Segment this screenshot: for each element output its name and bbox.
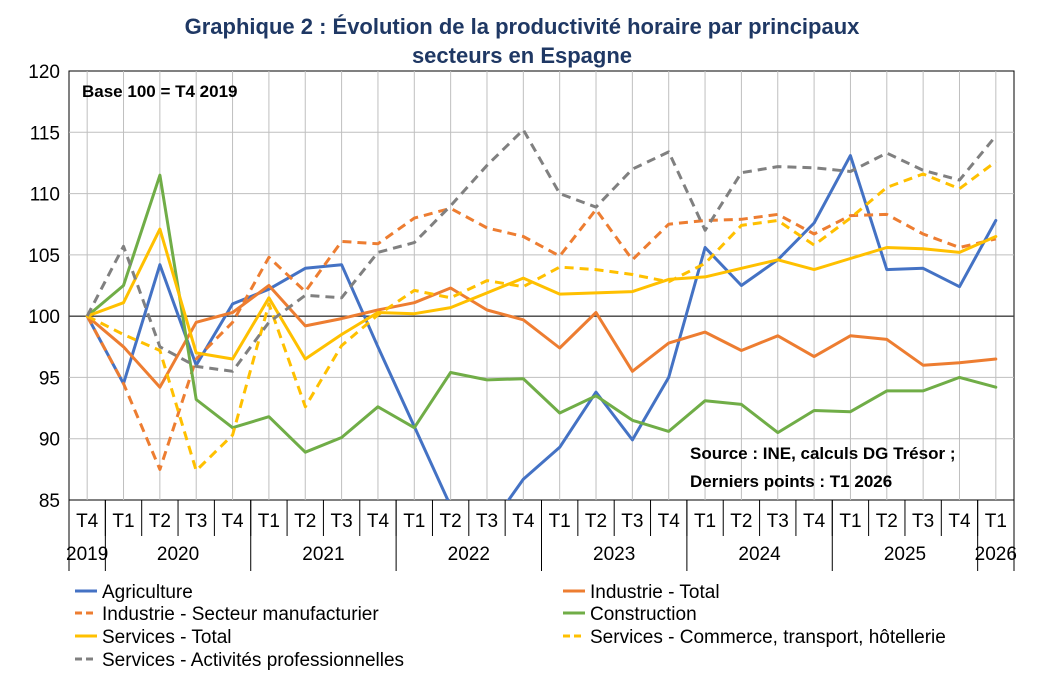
x-quarter-label: T4 bbox=[221, 511, 244, 532]
series-line-6 bbox=[85, 128, 997, 373]
x-quarter-label: T2 bbox=[149, 511, 171, 532]
x-year-label: 2020 bbox=[157, 544, 199, 565]
x-quarter-label: T4 bbox=[948, 511, 971, 532]
y-axis: 85 90 95 100 105 110 115 120 bbox=[28, 62, 60, 512]
x-quarter-label: T1 bbox=[258, 511, 280, 532]
x-quarter-label: T3 bbox=[621, 511, 643, 532]
x-year-label: 2021 bbox=[302, 544, 344, 565]
x-quarter-label: T4 bbox=[803, 511, 826, 532]
x-quarter-label: T3 bbox=[476, 511, 498, 532]
y-tick-label: 90 bbox=[39, 430, 60, 451]
chart-title-line2: secteurs en Espagne bbox=[412, 43, 632, 68]
x-quarter-label: T2 bbox=[294, 511, 316, 532]
x-year-label: 2019 bbox=[66, 544, 108, 565]
x-year-label: 2024 bbox=[738, 544, 781, 565]
source-annotation: Source : INE, calculs DG Trésor ; bbox=[690, 444, 955, 463]
x-quarter-label: T4 bbox=[658, 511, 681, 532]
legend-label: Industrie - Secteur manufacturier bbox=[102, 604, 379, 625]
y-tick-label: 100 bbox=[28, 307, 60, 328]
y-tick-label: 120 bbox=[28, 62, 60, 83]
legend-label: Industrie - Total bbox=[590, 582, 720, 603]
series-line-0 bbox=[85, 154, 998, 500]
y-tick-label: 115 bbox=[30, 123, 60, 144]
legend-label: Services - Activités professionnelles bbox=[102, 650, 404, 671]
x-quarter-label: T2 bbox=[730, 511, 752, 532]
last-point-annotation: Derniers points : T1 2026 bbox=[690, 472, 892, 491]
x-year-label: 2026 bbox=[975, 544, 1017, 565]
x-year-label: 2022 bbox=[448, 544, 490, 565]
x-quarter-label: T4 bbox=[367, 511, 390, 532]
y-tick-label: 110 bbox=[30, 185, 60, 206]
y-tick-label: 95 bbox=[39, 368, 60, 389]
x-year-label: 2023 bbox=[593, 544, 635, 565]
legend-label: Services - Total bbox=[102, 627, 232, 648]
x-quarter-label: T3 bbox=[185, 511, 207, 532]
x-quarter-label: T1 bbox=[403, 511, 425, 532]
x-quarter-label: T1 bbox=[839, 511, 861, 532]
x-quarter-label: T2 bbox=[440, 511, 462, 532]
series-layer bbox=[85, 128, 998, 500]
x-quarter-label: T3 bbox=[912, 511, 934, 532]
chart-title-line1: Graphique 2 : Évolution de la productivi… bbox=[185, 14, 861, 39]
x-quarter-label: T2 bbox=[585, 511, 607, 532]
x-quarter-label: T2 bbox=[876, 511, 898, 532]
x-quarter-label: T1 bbox=[985, 511, 1007, 532]
x-year-label: 2025 bbox=[884, 544, 926, 565]
x-quarter-label: T4 bbox=[76, 511, 99, 532]
series-line-1 bbox=[85, 284, 998, 389]
grid-lines bbox=[69, 71, 1014, 500]
x-quarter-label: T3 bbox=[767, 511, 789, 532]
x-quarter-label: T1 bbox=[112, 511, 134, 532]
series-line-3 bbox=[85, 173, 998, 454]
base-annotation: Base 100 = T4 2019 bbox=[82, 82, 237, 101]
legend-label: Construction bbox=[590, 604, 697, 625]
x-quarter-label: T1 bbox=[549, 511, 571, 532]
legend-label: Services - Commerce, transport, hôteller… bbox=[590, 627, 946, 648]
series-line-4 bbox=[85, 227, 998, 361]
y-tick-label: 85 bbox=[39, 491, 60, 512]
series-line-5 bbox=[86, 160, 997, 473]
legend-label: Agriculture bbox=[102, 582, 193, 603]
x-quarter-label: T4 bbox=[512, 511, 535, 532]
y-tick-label: 105 bbox=[28, 246, 60, 267]
x-quarter-label: T1 bbox=[694, 511, 716, 532]
legend: Agriculture Industrie - Total Industrie - … bbox=[75, 582, 946, 671]
x-quarter-label: T3 bbox=[331, 511, 353, 532]
x-axis: T4 T1 T2 T3 T4 T1 T2 T3 T4 T1 T2 T3 T4 T1 T2 T3 T4 T1 T2 T3… bbox=[66, 500, 1017, 571]
series-line-2 bbox=[85, 206, 997, 471]
